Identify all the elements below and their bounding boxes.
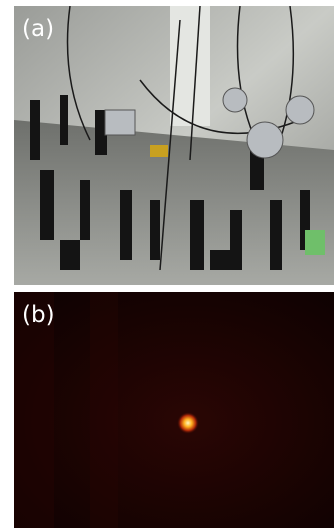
panel-label: (a) <box>22 16 54 42</box>
figure: (a) (b) <box>0 0 334 529</box>
photo-band <box>90 292 118 528</box>
photo-lab <box>14 6 334 285</box>
light-spot <box>177 412 199 434</box>
photo-spot <box>14 292 334 528</box>
panel-label: (b) <box>22 302 55 328</box>
page: (a) (b) (() => { const data = JSON.parse… <box>0 0 334 529</box>
